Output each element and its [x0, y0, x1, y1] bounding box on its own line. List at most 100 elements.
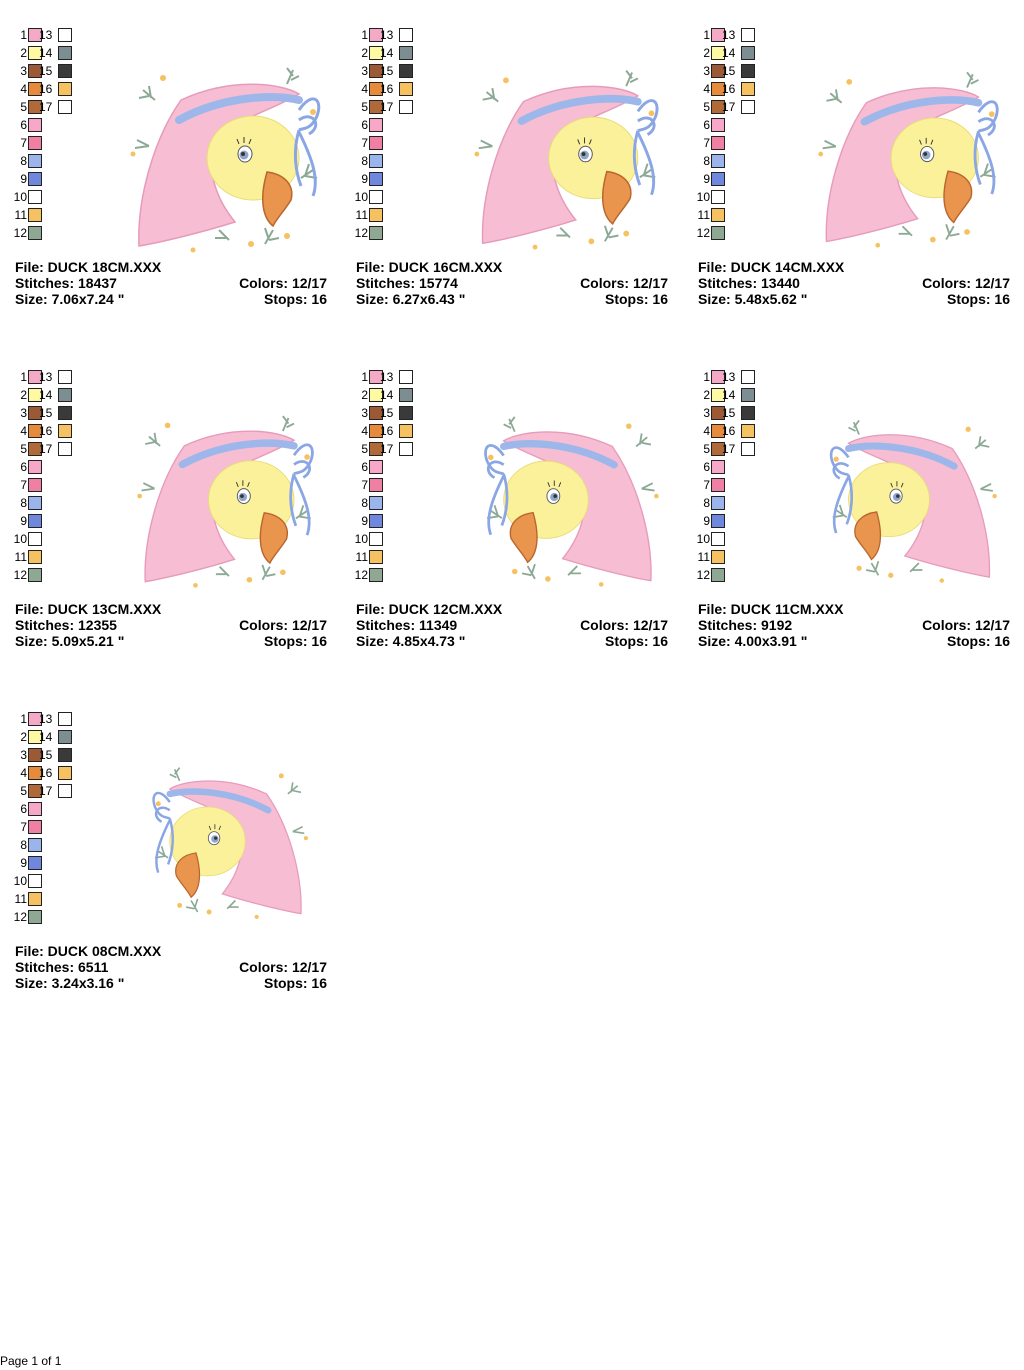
color-swatch [369, 496, 383, 510]
stitch-count: Stitches: 18437 [15, 275, 117, 291]
palette-number: 5 [703, 100, 710, 114]
palette-number: 17 [39, 784, 53, 798]
palette-number: 1 [703, 370, 710, 384]
stop-count: Stops: 16 [263, 633, 327, 649]
color-swatch [369, 442, 383, 456]
design-card: 1 2 3 4 5 6 7 8 9 10 11 12 13 14 15 16 1… [14, 28, 345, 328]
color-swatch [58, 442, 72, 456]
duck-embroidery-icon [484, 416, 659, 587]
color-swatch [58, 424, 72, 438]
color-swatch [399, 442, 413, 456]
color-count: Colors: 12/17 [239, 959, 327, 975]
palette-number: 14 [39, 46, 53, 60]
palette-number: 17 [380, 442, 394, 456]
palette-number: 16 [39, 424, 53, 438]
palette-number: 4 [20, 424, 27, 438]
palette-number: 15 [722, 406, 736, 420]
palette-number: 13 [39, 370, 53, 384]
palette-number: 6 [20, 118, 27, 132]
palette-number: 4 [703, 82, 710, 96]
color-swatch [399, 46, 413, 60]
file-name: File: DUCK 18CM.XXX [15, 259, 162, 275]
color-swatch [369, 406, 383, 420]
design-size: Size: 4.00x3.91 " [698, 633, 808, 649]
file-name: File: DUCK 11CM.XXX [698, 601, 844, 617]
color-swatch [399, 82, 413, 96]
color-swatch [399, 424, 413, 438]
palette-number: 5 [703, 442, 710, 456]
color-swatch [399, 100, 413, 114]
palette-number: 12 [13, 226, 27, 240]
design-card: 1 2 3 4 5 6 7 8 9 10 11 12 13 14 15 16 1… [355, 28, 686, 328]
color-swatch [711, 172, 725, 186]
duck-embroidery-icon [152, 767, 308, 919]
palette-number: 9 [361, 514, 368, 528]
palette-number: 9 [20, 514, 27, 528]
palette-number: 11 [697, 208, 710, 222]
color-swatch [28, 136, 42, 150]
duck-embroidery-icon [474, 70, 659, 250]
palette-number: 8 [20, 154, 27, 168]
palette-number: 15 [380, 406, 394, 420]
color-palette: 1 2 3 4 5 6 7 8 9 10 11 12 13 14 15 16 1… [697, 28, 778, 248]
color-swatch [28, 892, 42, 906]
palette-number: 3 [703, 406, 710, 420]
design-preview [123, 50, 333, 260]
palette-number: 9 [361, 172, 368, 186]
color-swatch [741, 100, 755, 114]
color-swatch [711, 442, 725, 456]
palette-number: 10 [354, 532, 368, 546]
stop-count: Stops: 16 [946, 633, 1010, 649]
color-swatch [28, 118, 42, 132]
color-swatch [28, 388, 42, 402]
palette-number: 3 [361, 406, 368, 420]
palette-number: 3 [20, 748, 27, 762]
color-swatch [741, 388, 755, 402]
color-swatch [28, 154, 42, 168]
color-swatch [711, 514, 725, 528]
design-size: Size: 4.85x4.73 " [356, 633, 466, 649]
color-swatch [28, 478, 42, 492]
palette-number: 1 [361, 28, 368, 42]
palette-number: 11 [355, 550, 368, 564]
palette-number: 7 [703, 136, 710, 150]
duck-embroidery-icon [829, 419, 997, 583]
palette-number: 1 [703, 28, 710, 42]
color-swatch [369, 190, 383, 204]
palette-number: 8 [361, 496, 368, 510]
palette-number: 9 [703, 514, 710, 528]
color-swatch [28, 550, 42, 564]
color-swatch [399, 406, 413, 420]
palette-number: 12 [696, 226, 710, 240]
color-swatch [28, 730, 42, 744]
palette-number: 4 [703, 424, 710, 438]
color-swatch [28, 820, 42, 834]
palette-number: 2 [20, 46, 27, 60]
palette-number: 13 [722, 28, 736, 42]
color-swatch [711, 208, 725, 222]
color-palette: 1 2 3 4 5 6 7 8 9 10 11 12 13 14 15 16 1… [14, 28, 95, 248]
palette-number: 3 [703, 64, 710, 78]
color-swatch [28, 856, 42, 870]
color-swatch [28, 172, 42, 186]
color-swatch [28, 100, 42, 114]
color-swatch [369, 226, 383, 240]
color-swatch [711, 550, 725, 564]
palette-number: 17 [39, 442, 53, 456]
design-card: 1 2 3 4 5 6 7 8 9 10 11 12 13 14 15 16 1… [697, 370, 1024, 670]
palette-number: 17 [722, 100, 736, 114]
design-card: 1 2 3 4 5 6 7 8 9 10 11 12 13 14 15 16 1… [697, 28, 1024, 328]
palette-number: 10 [13, 532, 27, 546]
palette-number: 17 [722, 442, 736, 456]
design-preview [464, 50, 674, 260]
palette-number: 1 [20, 28, 27, 42]
color-count: Colors: 12/17 [580, 617, 668, 633]
palette-number: 14 [39, 730, 53, 744]
palette-number: 7 [20, 478, 27, 492]
color-swatch [741, 406, 755, 420]
color-swatch [28, 460, 42, 474]
color-swatch [741, 46, 755, 60]
color-swatch [369, 460, 383, 474]
color-swatch [58, 748, 72, 762]
palette-number: 4 [361, 424, 368, 438]
